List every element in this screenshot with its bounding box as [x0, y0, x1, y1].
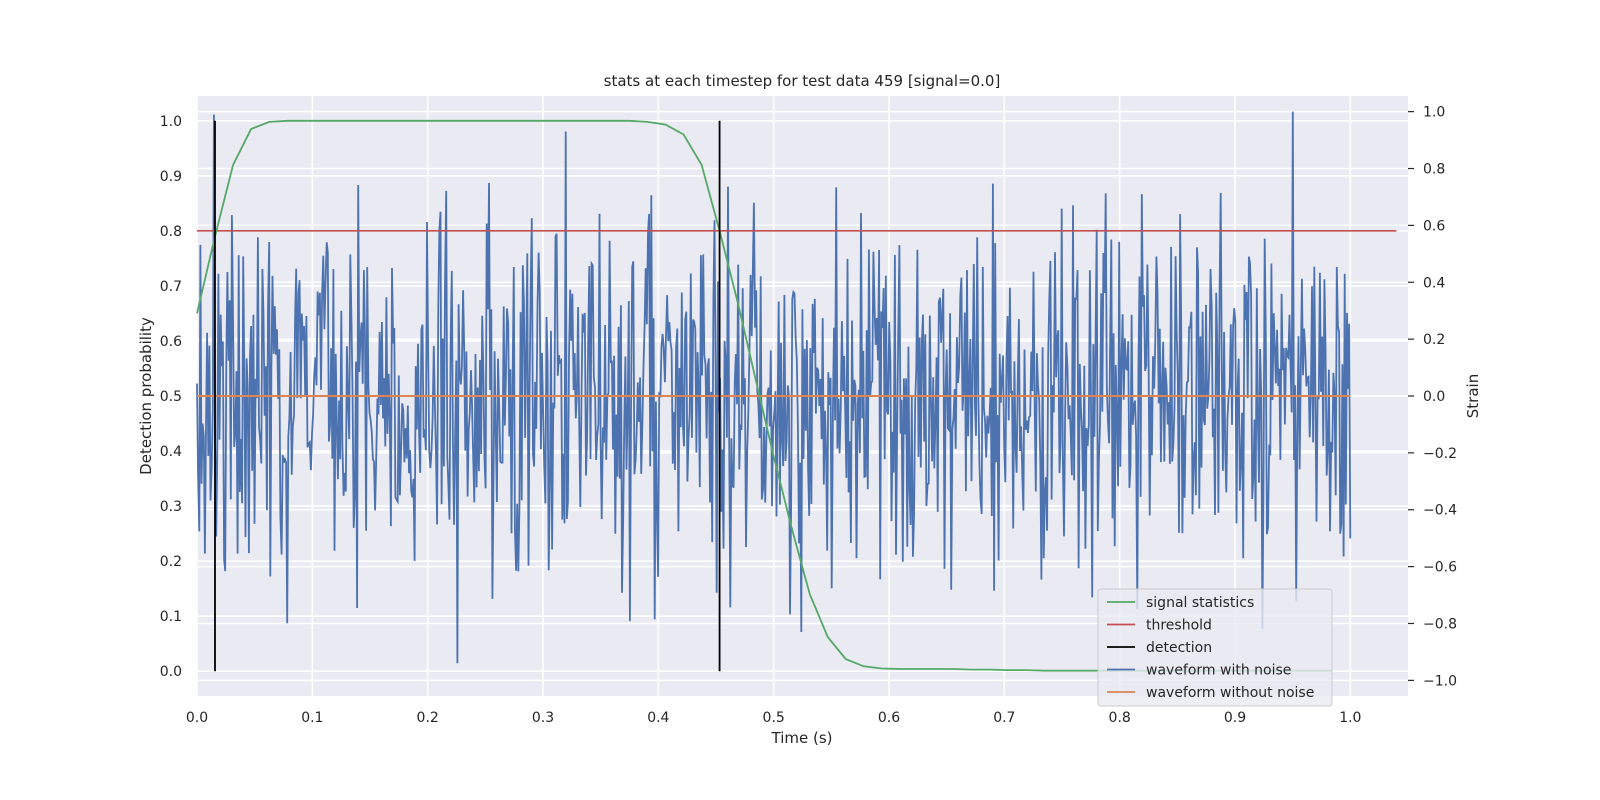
x-tick-label: 0.0: [186, 710, 208, 726]
x-tick-label: 0.8: [1109, 710, 1131, 726]
legend-label: waveform without noise: [1146, 685, 1314, 701]
y-tick-label: 0.0: [160, 664, 182, 680]
x-tick-label: 0.7: [993, 710, 1015, 726]
y2-tick-label: 0.6: [1423, 218, 1445, 234]
y2-axis-label: Strain: [1464, 374, 1482, 418]
y-tick-label: 0.1: [160, 609, 182, 625]
y-axis-label: Detection probability: [137, 317, 155, 475]
x-tick-label: 0.3: [532, 710, 554, 726]
chart-title: stats at each timestep for test data 459…: [604, 72, 1001, 90]
y2-tick-label: −0.8: [1423, 616, 1457, 632]
y2-tick-label: −0.4: [1423, 503, 1457, 519]
y-tick-label: 0.9: [160, 169, 182, 185]
y-tick-label: 0.3: [160, 499, 182, 515]
y2-tick-label: −1.0: [1423, 673, 1457, 689]
x-tick-label: 0.5: [763, 710, 785, 726]
y2-tick-label: 0.8: [1423, 162, 1445, 178]
y2-tick-label: 1.0: [1423, 105, 1445, 121]
y2-tick-label: −0.2: [1423, 446, 1457, 462]
y-tick-label: 0.2: [160, 554, 182, 570]
y-tick-label: 0.6: [160, 334, 182, 350]
x-tick-label: 0.9: [1224, 710, 1246, 726]
legend-label: detection: [1146, 640, 1212, 656]
plot-area: [196, 111, 1397, 672]
y-tick-label: 1.0: [160, 114, 182, 130]
legend-label: signal statistics: [1146, 595, 1254, 611]
x-tick-label: 0.4: [647, 710, 669, 726]
y-tick-label: 0.4: [160, 444, 182, 460]
x-tick-label: 0.6: [878, 710, 900, 726]
y2-tick-label: −0.6: [1423, 560, 1457, 576]
axes: 0.0 0.1 0.2 0.3 0.4 0.5 0.6 0.7 0.8 0.9 1.0 0.0 0.1 0…: [160, 105, 1457, 726]
legend-label: threshold: [1146, 618, 1212, 634]
x-tick-label: 0.2: [417, 710, 439, 726]
x-tick-label: 0.1: [301, 710, 323, 726]
y2-tick-label: 0.0: [1423, 389, 1445, 405]
legend-label: waveform with noise: [1146, 663, 1291, 679]
y-tick-label: 0.7: [160, 279, 182, 295]
x-axis-label: Time (s): [771, 729, 833, 747]
legend-box: [1097, 588, 1333, 707]
x-tick-label: 1.0: [1339, 710, 1361, 726]
legend: signal statistics threshold detection wavef…: [1097, 588, 1333, 707]
y-tick-label: 0.5: [160, 389, 182, 405]
y2-tick-label: 0.2: [1423, 332, 1445, 348]
y2-tick-label: 0.4: [1423, 275, 1445, 291]
y-tick-label: 0.8: [160, 224, 182, 240]
